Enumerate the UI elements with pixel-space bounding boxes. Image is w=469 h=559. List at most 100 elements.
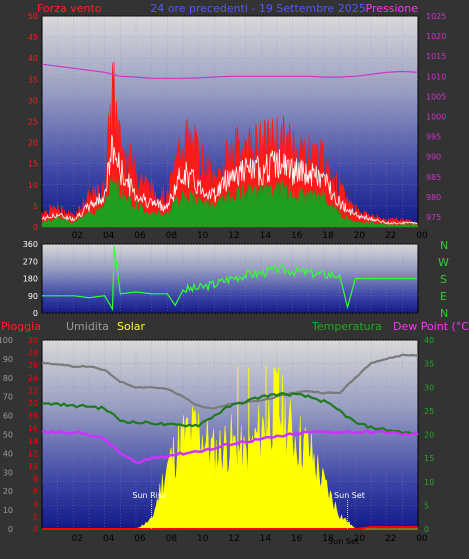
humidity-tick-label: 0 <box>8 525 13 534</box>
wind-gust-series <box>41 61 419 228</box>
wind-tick-label: 45 <box>28 33 38 42</box>
pressure-tick-label: 1010 <box>426 72 446 81</box>
compass-e: E <box>440 290 447 303</box>
rain-tick-label: 26 <box>28 361 38 370</box>
wind-tick-label: 5 <box>33 202 38 211</box>
x-tick-label: 06 <box>134 534 146 544</box>
x-tick-label: 00 <box>416 231 428 241</box>
wind-tick-label: 15 <box>28 160 38 169</box>
temperature-tick-label: 5 <box>424 501 429 510</box>
humidity-tick-label: 90 <box>3 355 13 364</box>
direction-tick-label: 0 <box>33 309 38 318</box>
title: 24 ore precedenti - 19 Settembre 2025 <box>150 2 366 15</box>
x-tick-label: 12 <box>228 534 239 544</box>
temperature-tick-label: 15 <box>424 454 434 463</box>
dewpoint-label: Dew Point (°C) <box>393 320 469 333</box>
wind-tick-label: 25 <box>28 118 38 127</box>
humidity-tick-label: 80 <box>3 374 13 383</box>
x-tick-label: 10 <box>197 534 209 544</box>
rain-tick-label: 24 <box>28 374 38 383</box>
x-tick-label: 12 <box>228 231 239 241</box>
wind-tick-label: 40 <box>28 54 38 63</box>
rain-series <box>42 526 418 530</box>
humidity-series <box>41 353 419 410</box>
rain-tick-label: 4 <box>33 500 38 509</box>
rain-tick-label: 28 <box>28 349 38 358</box>
pressure-tick-label: 995 <box>426 133 441 142</box>
x-tick-label: 20 <box>354 534 366 544</box>
x-tick-label: 16 <box>291 534 303 544</box>
pressure-tick-label: 980 <box>426 193 441 202</box>
temperature-tick-label: 10 <box>424 478 434 487</box>
x-tick-label: 02 <box>72 534 83 544</box>
temperature-label: Temperatura <box>311 320 382 333</box>
x-tick-label: 22 <box>385 231 396 241</box>
pressure-tick-label: 975 <box>426 213 441 222</box>
x-tick-label: 02 <box>72 231 83 241</box>
rain-tick-label: 2 <box>33 512 38 521</box>
x-tick-label: 20 <box>354 231 366 241</box>
x-tick-label: 18 <box>322 534 334 544</box>
x-tick-label: 14 <box>260 231 272 241</box>
wind-average-series <box>41 176 419 228</box>
direction-tick-label: 90 <box>28 292 38 301</box>
x-tick-label: 08 <box>166 231 178 241</box>
solar-label: Solar <box>117 320 146 333</box>
sun-set-axis-label: Sun Set <box>328 537 359 546</box>
compass-s: S <box>440 273 447 286</box>
pressure-tick-label: 1020 <box>426 32 446 41</box>
pressure-label: Pressione <box>366 2 419 15</box>
header-labels: Forza vento 24 ore precedenti - 19 Sette… <box>1 2 469 333</box>
humidity-tick-label: 30 <box>3 468 13 477</box>
pressure-tick-label: 990 <box>426 153 441 162</box>
humidity-tick-label: 70 <box>3 393 13 402</box>
x-tick-label: 16 <box>291 231 303 241</box>
humidity-tick-label: 60 <box>3 412 13 421</box>
temperature-tick-label: 20 <box>424 431 434 440</box>
x-tick-label: 04 <box>103 231 115 241</box>
dewpoint-series <box>41 429 419 465</box>
wind-tick-label: 30 <box>28 96 38 105</box>
temperature-tick-label: 0 <box>424 525 429 534</box>
x-tick-label: 06 <box>134 231 146 241</box>
rain-tick-label: 22 <box>28 386 38 395</box>
x-tick-label: 08 <box>166 534 178 544</box>
rain-tick-label: 30 <box>28 336 38 345</box>
x-tick-label: 22 <box>385 534 396 544</box>
rain-label: Pioggia <box>1 320 41 333</box>
direction-series <box>42 245 417 312</box>
pressure-tick-label: 1005 <box>426 92 446 101</box>
wind-tick-label: 20 <box>28 139 38 148</box>
compass-n-top: N <box>440 239 448 252</box>
temperature-tick-label: 25 <box>424 407 434 416</box>
temperature-panel: 0102030405060708090100024681012141618202… <box>0 336 434 546</box>
rain-tick-label: 12 <box>28 449 38 458</box>
temperature-series <box>41 392 419 437</box>
pressure-tick-label: 1000 <box>426 112 446 121</box>
wind-tick-label: 10 <box>28 181 38 190</box>
compass-w: W <box>438 256 449 269</box>
x-tick-label: 14 <box>260 534 272 544</box>
wind-direction-panel: 0 90 180 270 360 <box>23 240 419 318</box>
rain-tick-label: 6 <box>33 487 38 496</box>
humidity-tick-label: 10 <box>3 506 13 515</box>
rain-tick-label: 14 <box>28 437 38 446</box>
compass-n-bottom: N <box>440 307 448 320</box>
wind-pressure-panel: 0510152025303540455097598098599099510001… <box>28 12 447 241</box>
wind-max-series <box>41 134 418 225</box>
humidity-tick-label: 50 <box>3 431 13 440</box>
direction-tick-label: 180 <box>23 275 38 284</box>
rain-tick-label: 16 <box>28 424 38 433</box>
pressure-tick-label: 1025 <box>426 12 446 21</box>
pressure-tick-label: 985 <box>426 173 441 182</box>
x-tick-label: 00 <box>416 534 428 544</box>
humidity-tick-label: 100 <box>0 336 13 345</box>
rain-tick-label: 10 <box>28 462 38 471</box>
wind-tick-label: 0 <box>33 223 38 232</box>
wind-tick-label: 35 <box>28 75 38 84</box>
direction-tick-label: 270 <box>23 257 38 266</box>
x-tick-label: 04 <box>103 534 115 544</box>
pressure-series <box>41 63 419 79</box>
